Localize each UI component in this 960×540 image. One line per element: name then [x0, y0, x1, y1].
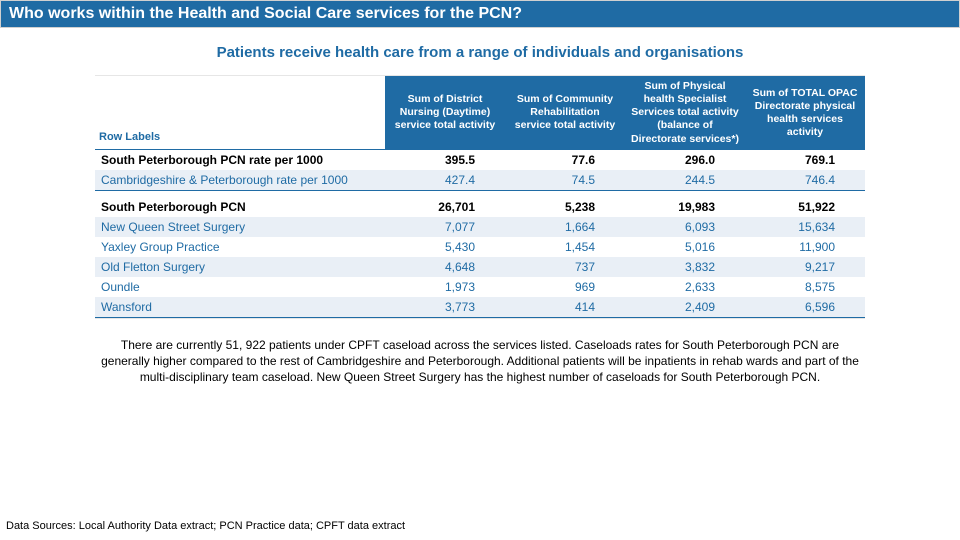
- cell: 15,634: [745, 217, 865, 237]
- table-row: South Peterborough PCN rate per 1000 395…: [95, 150, 865, 171]
- column-header: Sum of Community Rehabilitation service …: [505, 76, 625, 150]
- cell: 5,430: [385, 237, 505, 257]
- column-header: Sum of District Nursing (Daytime) servic…: [385, 76, 505, 150]
- cell: 51,922: [745, 197, 865, 217]
- cell: 2,409: [625, 297, 745, 318]
- cell: 746.4: [745, 170, 865, 191]
- cell: 296.0: [625, 150, 745, 171]
- cell: 3,773: [385, 297, 505, 318]
- activity-table: Row Labels Sum of District Nursing (Dayt…: [95, 76, 865, 318]
- cell: 414: [505, 297, 625, 318]
- column-header: Sum of Physical health Specialist Servic…: [625, 76, 745, 150]
- table-row: Old Fletton Surgery 4,648 737 3,832 9,21…: [95, 257, 865, 277]
- cell: 969: [505, 277, 625, 297]
- cell: 2,633: [625, 277, 745, 297]
- cell: 8,575: [745, 277, 865, 297]
- cell: 6,596: [745, 297, 865, 318]
- row-label: South Peterborough PCN: [95, 197, 385, 217]
- cell: 244.5: [625, 170, 745, 191]
- activity-table-container: Row Labels Sum of District Nursing (Dayt…: [95, 75, 865, 319]
- column-header: Sum of TOTAL OPAC Directorate physical h…: [745, 76, 865, 150]
- data-sources-footer: Data Sources: Local Authority Data extra…: [6, 520, 405, 532]
- cell: 19,983: [625, 197, 745, 217]
- row-label: South Peterborough PCN rate per 1000: [95, 150, 385, 171]
- cell: 1,664: [505, 217, 625, 237]
- subtitle: Patients receive health care from a rang…: [0, 44, 960, 61]
- row-label: New Queen Street Surgery: [95, 217, 385, 237]
- cell: 7,077: [385, 217, 505, 237]
- cell: 1,973: [385, 277, 505, 297]
- row-label: Cambridgeshire & Peterborough rate per 1…: [95, 170, 385, 191]
- row-label: Wansford: [95, 297, 385, 318]
- table-row: Wansford 3,773 414 2,409 6,596: [95, 297, 865, 318]
- page-title-bar: Who works within the Health and Social C…: [0, 0, 960, 28]
- cell: 769.1: [745, 150, 865, 171]
- cell: 5,016: [625, 237, 745, 257]
- row-label: Oundle: [95, 277, 385, 297]
- cell: 4,648: [385, 257, 505, 277]
- cell: 427.4: [385, 170, 505, 191]
- cell: 1,454: [505, 237, 625, 257]
- cell: 6,093: [625, 217, 745, 237]
- page-title: Who works within the Health and Social C…: [9, 5, 522, 22]
- table-row: Cambridgeshire & Peterborough rate per 1…: [95, 170, 865, 191]
- row-labels-header: Row Labels: [95, 76, 385, 150]
- cell: 11,900: [745, 237, 865, 257]
- cell: 395.5: [385, 150, 505, 171]
- table-row: Yaxley Group Practice 5,430 1,454 5,016 …: [95, 237, 865, 257]
- cell: 74.5: [505, 170, 625, 191]
- cell: 77.6: [505, 150, 625, 171]
- cell: 737: [505, 257, 625, 277]
- table-body: South Peterborough PCN rate per 1000 395…: [95, 150, 865, 318]
- table-header: Row Labels Sum of District Nursing (Dayt…: [95, 76, 865, 150]
- table-row: Oundle 1,973 969 2,633 8,575: [95, 277, 865, 297]
- cell: 3,832: [625, 257, 745, 277]
- cell: 9,217: [745, 257, 865, 277]
- body-paragraph: There are currently 51, 922 patients und…: [100, 337, 860, 386]
- cell: 5,238: [505, 197, 625, 217]
- table-row: South Peterborough PCN 26,701 5,238 19,9…: [95, 197, 865, 217]
- row-label: Old Fletton Surgery: [95, 257, 385, 277]
- table-row: New Queen Street Surgery 7,077 1,664 6,0…: [95, 217, 865, 237]
- row-label: Yaxley Group Practice: [95, 237, 385, 257]
- cell: 26,701: [385, 197, 505, 217]
